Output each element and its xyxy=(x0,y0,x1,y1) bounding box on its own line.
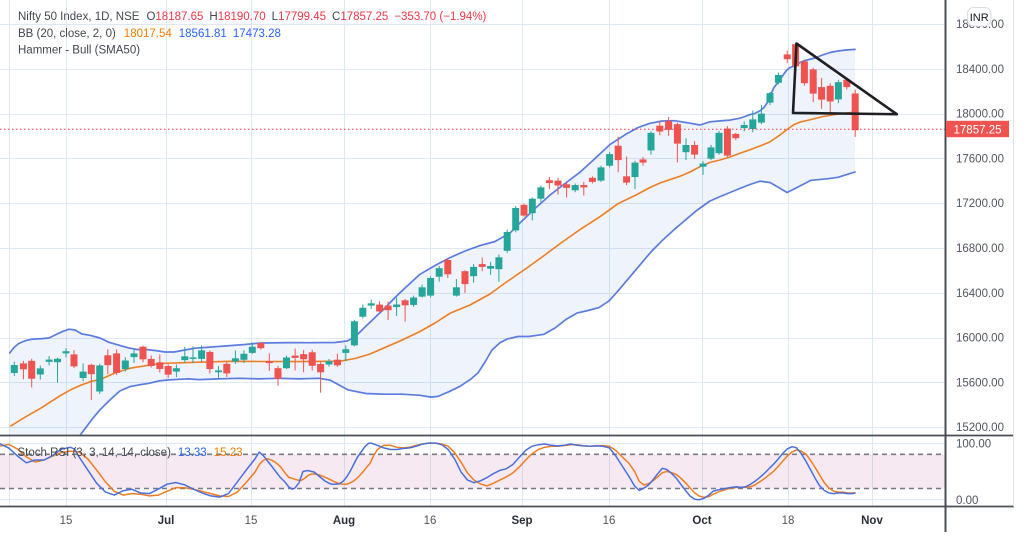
svg-text:15: 15 xyxy=(245,515,258,527)
svg-text:17200.00: 17200.00 xyxy=(956,198,1004,210)
svg-text:Oct: Oct xyxy=(692,515,711,527)
svg-text:17600.00: 17600.00 xyxy=(956,153,1004,165)
svg-text:18000.00: 18000.00 xyxy=(956,109,1004,121)
svg-text:Aug: Aug xyxy=(333,515,355,527)
svg-text:16400.00: 16400.00 xyxy=(956,288,1004,300)
svg-text:Hammer - Bull (SMA50): Hammer - Bull (SMA50) xyxy=(18,45,140,57)
svg-text:Stoch RSI (3, 3, 14, 14, close: Stoch RSI (3, 3, 14, 14, close) 13.33 15.2… xyxy=(18,447,243,459)
svg-text:16: 16 xyxy=(424,515,437,527)
svg-text:18400.00: 18400.00 xyxy=(956,64,1004,76)
svg-text:Jul: Jul xyxy=(158,515,175,527)
svg-text:0.00: 0.00 xyxy=(956,495,978,507)
svg-text:17857.25: 17857.25 xyxy=(954,124,1002,136)
svg-text:15600.00: 15600.00 xyxy=(956,377,1004,389)
svg-text:INR: INR xyxy=(970,12,989,24)
svg-text:16000.00: 16000.00 xyxy=(956,333,1004,345)
svg-text:15: 15 xyxy=(60,515,73,527)
svg-text:16800.00: 16800.00 xyxy=(956,243,1004,255)
svg-text:16: 16 xyxy=(603,515,616,527)
svg-text:15200.00: 15200.00 xyxy=(956,422,1004,434)
svg-text:Sep: Sep xyxy=(511,515,532,527)
svg-text:18: 18 xyxy=(782,515,795,527)
svg-text:100.00: 100.00 xyxy=(956,439,991,451)
svg-text:Nov: Nov xyxy=(861,515,883,527)
